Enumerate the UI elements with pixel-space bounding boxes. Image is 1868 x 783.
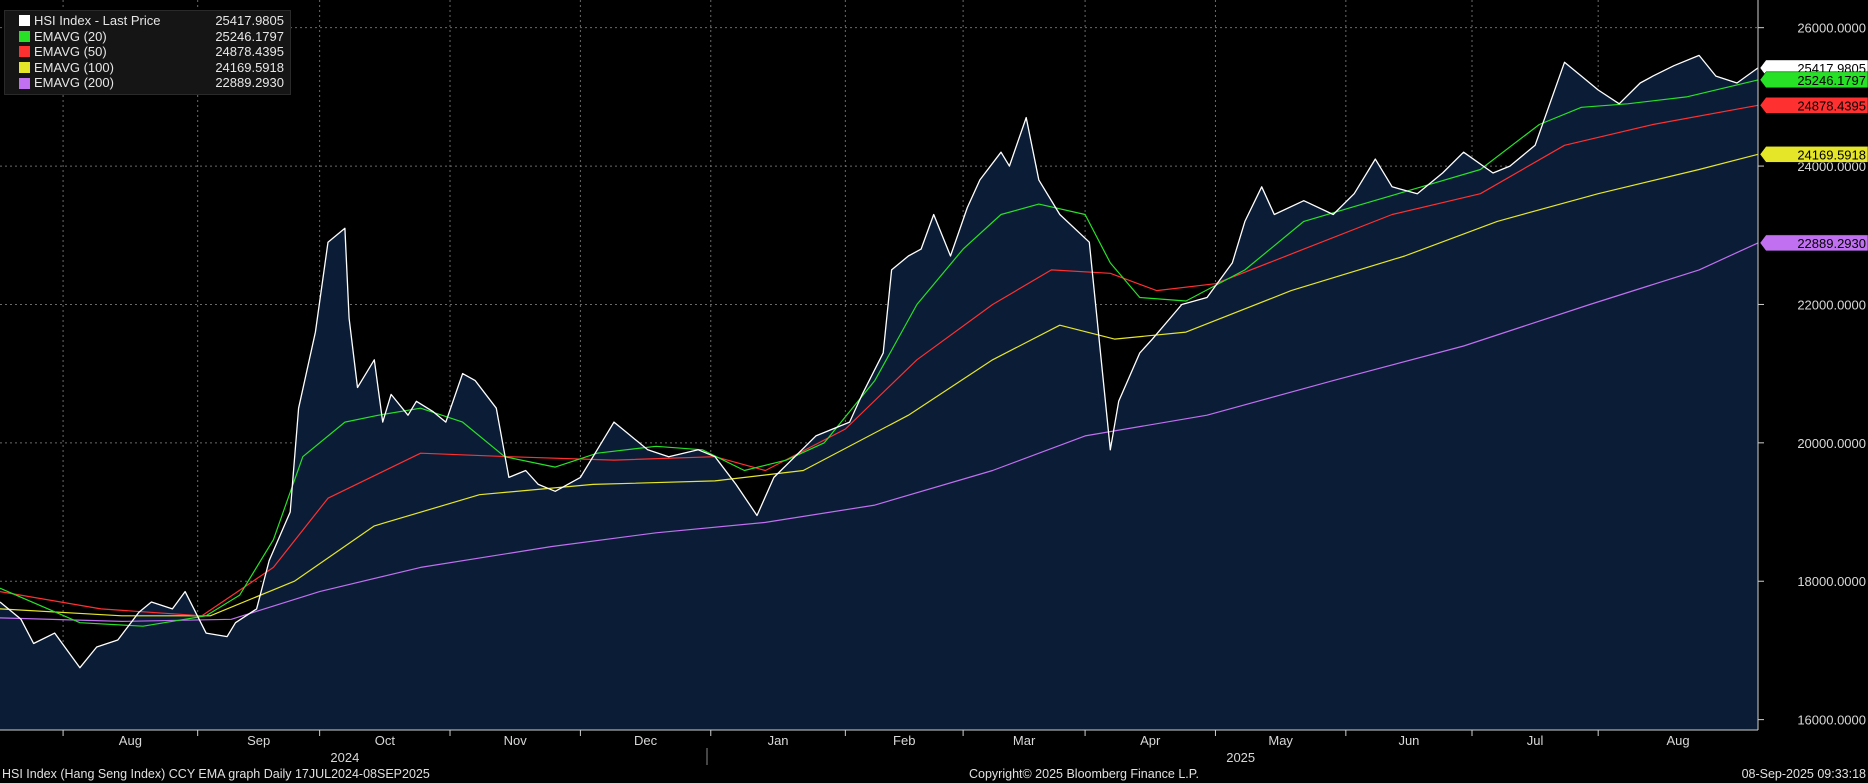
axes: 16000.0000 18000.0000 20000.0000 22000.0000… xyxy=(0,0,1866,765)
y-tick-label: 18000.0000 xyxy=(1797,574,1866,589)
copyright: Copyright© 2025 Bloomberg Finance L.P. xyxy=(969,767,1199,781)
legend-swatch xyxy=(19,62,30,74)
last-value-tag: 24169.5918 xyxy=(1759,146,1868,163)
legend-swatch xyxy=(19,15,30,27)
month-label: Jan xyxy=(768,733,789,748)
y-tick-label: 26000.0000 xyxy=(1797,21,1866,36)
tag-value: 22889.2930 xyxy=(1797,236,1866,251)
last-value-tag: 22889.2930 xyxy=(1759,234,1868,252)
legend-series-name: EMAVG (50) xyxy=(34,44,107,60)
legend-series-value: 25246.1797 xyxy=(215,28,284,44)
legend-entry: EMAVG (200) 22889.2930 xyxy=(9,75,284,91)
series-line-4 xyxy=(0,242,1759,622)
tag-box xyxy=(1759,97,1868,114)
series-line-0 xyxy=(0,54,1759,669)
month-label: Jun xyxy=(1398,733,1419,748)
legend-series-name: HSI Index - Last Price xyxy=(34,13,161,28)
y-tick-label: 22000.0000 xyxy=(1797,297,1866,312)
month-label: Jul xyxy=(1527,733,1544,748)
y-tick-label: 24000.0000 xyxy=(1797,159,1866,174)
month-label: Feb xyxy=(893,733,915,748)
month-label: Nov xyxy=(504,733,528,748)
legend-series-value: 22889.2930 xyxy=(215,75,284,91)
legend-entry: EMAVG (20) 25246.1797 xyxy=(9,29,284,45)
price-area-fill xyxy=(0,55,1758,730)
tag-value: 24878.4395 xyxy=(1797,98,1866,113)
last-value-tag: 25246.1797 xyxy=(1759,71,1868,89)
tag-box xyxy=(1759,234,1868,252)
month-label: Mar xyxy=(1013,733,1036,748)
legend: HSI Index - Last Price 25417.9805 EMAVG (2… xyxy=(4,10,291,95)
legend-series-name: EMAVG (20) xyxy=(34,28,107,44)
series-lines xyxy=(0,54,1759,669)
month-label: Aug xyxy=(119,733,142,748)
series-line-3 xyxy=(0,153,1759,617)
month-label: Oct xyxy=(375,733,396,748)
tag-value: 25246.1797 xyxy=(1797,73,1866,88)
chart-description: HSI Index (Hang Seng Index) CCY EMA grap… xyxy=(2,767,430,781)
price-area xyxy=(0,55,1758,730)
legend-series-name: EMAVG (200) xyxy=(34,75,114,91)
month-label: Dec xyxy=(634,733,658,748)
month-label: Apr xyxy=(1140,733,1161,748)
legend-entry: HSI Index - Last Price 25417.9805 xyxy=(9,13,284,29)
legend-entry: EMAVG (50) 24878.4395 xyxy=(9,44,284,60)
legend-series-name: EMAVG (100) xyxy=(34,59,114,75)
month-label: Aug xyxy=(1667,733,1690,748)
series-line-2 xyxy=(0,104,1759,617)
timestamp: 08-Sep-2025 09:33:18 xyxy=(1741,767,1866,781)
legend-series-value: 25417.9805 xyxy=(215,13,284,28)
tag-box xyxy=(1759,146,1868,163)
month-label: May xyxy=(1268,733,1293,748)
legend-entry: EMAVG (100) 24169.5918 xyxy=(9,60,284,76)
tag-value: 24169.5918 xyxy=(1797,147,1866,162)
legend-series-value: 24878.4395 xyxy=(215,44,284,60)
last-value-tags: 25417.980525246.179724878.439524169.5918… xyxy=(1759,59,1868,252)
legend-swatch xyxy=(19,46,30,58)
y-tick-label: 16000.0000 xyxy=(1797,713,1866,728)
legend-swatch xyxy=(19,77,30,89)
legend-series-value: 24169.5918 xyxy=(215,59,284,75)
month-label: Sep xyxy=(247,733,270,748)
legend-swatch xyxy=(19,30,30,42)
y-tick-label: 20000.0000 xyxy=(1797,436,1866,451)
last-value-tag: 24878.4395 xyxy=(1759,97,1868,114)
year-label: 2025 xyxy=(1226,750,1255,765)
series-line-1 xyxy=(0,79,1759,627)
tag-box xyxy=(1759,71,1868,89)
year-label: 2024 xyxy=(330,750,359,765)
